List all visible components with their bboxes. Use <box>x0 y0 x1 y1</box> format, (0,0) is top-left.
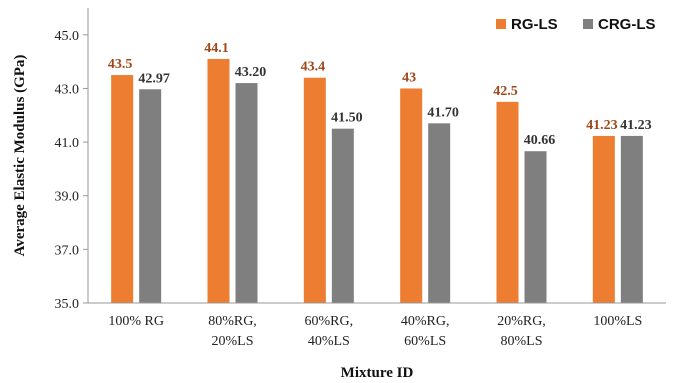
x-category-label: 100%LS <box>593 314 642 329</box>
bar-crg-ls <box>428 123 451 304</box>
y-tick-label: 43.0 <box>55 82 80 97</box>
bars <box>111 58 643 304</box>
x-category-label: 40%LS <box>308 334 350 349</box>
bar-rg-ls <box>592 135 615 303</box>
x-category-label: 20%LS <box>212 334 254 349</box>
bar-rg-ls <box>400 88 423 303</box>
bar-rg-ls <box>303 77 326 304</box>
bar-crg-ls <box>235 83 258 303</box>
data-label-rg-ls: 43.4 <box>301 60 326 75</box>
x-axis-title: Mixture ID <box>341 365 414 381</box>
data-label-crg-ls: 41.23 <box>620 118 652 133</box>
data-label-crg-ls: 41.50 <box>331 111 363 126</box>
x-category-label: 100% RG <box>108 314 164 329</box>
bar-rg-ls <box>207 58 230 303</box>
y-tick-label: 39.0 <box>55 190 80 205</box>
legend-label-rg-ls: RG-LS <box>511 16 558 33</box>
y-tick-label: 37.0 <box>55 243 80 258</box>
x-category-label: 80%RG, <box>208 314 257 329</box>
y-tick-label: 41.0 <box>55 136 80 151</box>
x-axis-categories: 100% RG 80%RG, 20%LS 60%RG, 40%LS 40%RG, 60%LS… <box>108 314 642 349</box>
data-label-rg-ls: 43 <box>402 70 416 85</box>
data-label-crg-ls: 40.66 <box>524 133 556 148</box>
data-label-crg-ls: 41.70 <box>427 105 459 120</box>
data-label-rg-ls: 41.23 <box>586 118 618 133</box>
bar-crg-ls <box>139 89 162 303</box>
data-label-crg-ls: 43.20 <box>235 65 267 80</box>
legend-swatch-rg-ls <box>496 19 506 29</box>
legend-label-crg-ls: CRG-LS <box>598 16 656 33</box>
data-label-rg-ls: 42.5 <box>493 84 518 99</box>
data-labels: 43.5 42.97 44.1 43.20 43.4 41.50 43 41.70 42.5 40… <box>108 41 652 148</box>
bar-crg-ls <box>524 151 547 303</box>
bar-crg-ls <box>620 135 643 303</box>
y-axis-ticks: 35.0 37.0 39.0 41.0 43.0 45.0 <box>55 29 88 312</box>
legend: RG-LS CRG-LS <box>496 16 656 33</box>
bar-crg-ls <box>331 128 354 303</box>
x-category-label: 20%RG, <box>497 314 546 329</box>
bar-rg-ls <box>496 101 519 303</box>
x-category-label: 80%LS <box>501 334 543 349</box>
legend-swatch-crg-ls <box>583 19 593 29</box>
data-label-rg-ls: 43.5 <box>108 57 133 72</box>
data-label-rg-ls: 44.1 <box>204 41 229 56</box>
data-label-crg-ls: 42.97 <box>138 71 170 86</box>
x-category-label: 40%RG, <box>401 314 450 329</box>
y-tick-label: 35.0 <box>55 297 80 312</box>
x-category-label: 60%RG, <box>305 314 354 329</box>
x-category-label: 60%LS <box>404 334 446 349</box>
bar-rg-ls <box>111 75 134 303</box>
y-axis-title: Average Elastic Modulus (GPa) <box>12 55 28 257</box>
y-tick-label: 45.0 <box>55 29 80 44</box>
